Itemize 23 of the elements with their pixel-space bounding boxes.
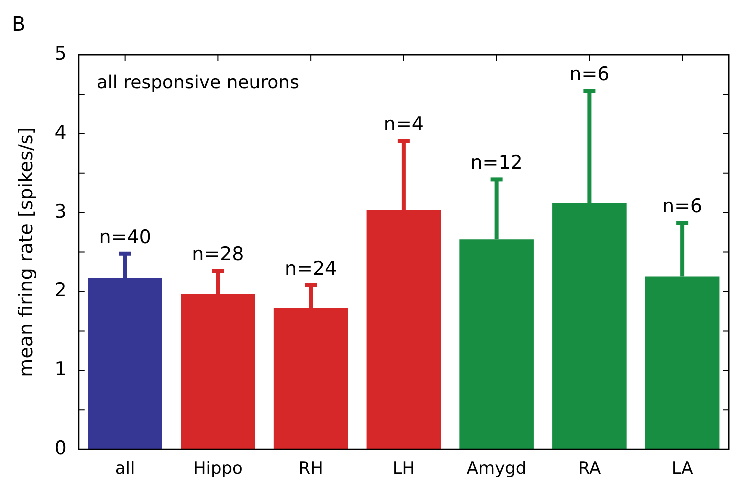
y-tick-label: 1 <box>54 358 67 381</box>
annotation: n=40 <box>99 226 152 248</box>
x-tick-label: LA <box>672 459 694 480</box>
y-axis-title: mean firing rate [spikes/s] <box>15 127 38 378</box>
y-tick-label: 5 <box>54 42 67 65</box>
text: B <box>12 12 26 36</box>
y-tick-label: 0 <box>54 438 67 460</box>
annotation: n=6 <box>570 64 610 86</box>
annotation: n=24 <box>285 258 338 280</box>
annotation: all responsive neurons <box>96 72 300 94</box>
x-tick-label: Amygd <box>466 459 527 480</box>
x-tick-label: RH <box>298 459 324 480</box>
x-tick-label: RA <box>578 459 602 480</box>
annotation: n=12 <box>470 152 523 174</box>
annotation: n=28 <box>192 244 244 266</box>
y-tick-label: 2 <box>54 280 67 302</box>
y-tick-label: 4 <box>54 122 67 144</box>
annotation: n=4 <box>384 113 424 136</box>
x-tick-label: all <box>115 459 136 480</box>
annotation: n=6 <box>662 196 703 218</box>
y-tick-label: 3 <box>54 200 67 223</box>
x-tick-label: Hippo <box>193 459 243 480</box>
x-tick-label: LH <box>392 459 416 480</box>
